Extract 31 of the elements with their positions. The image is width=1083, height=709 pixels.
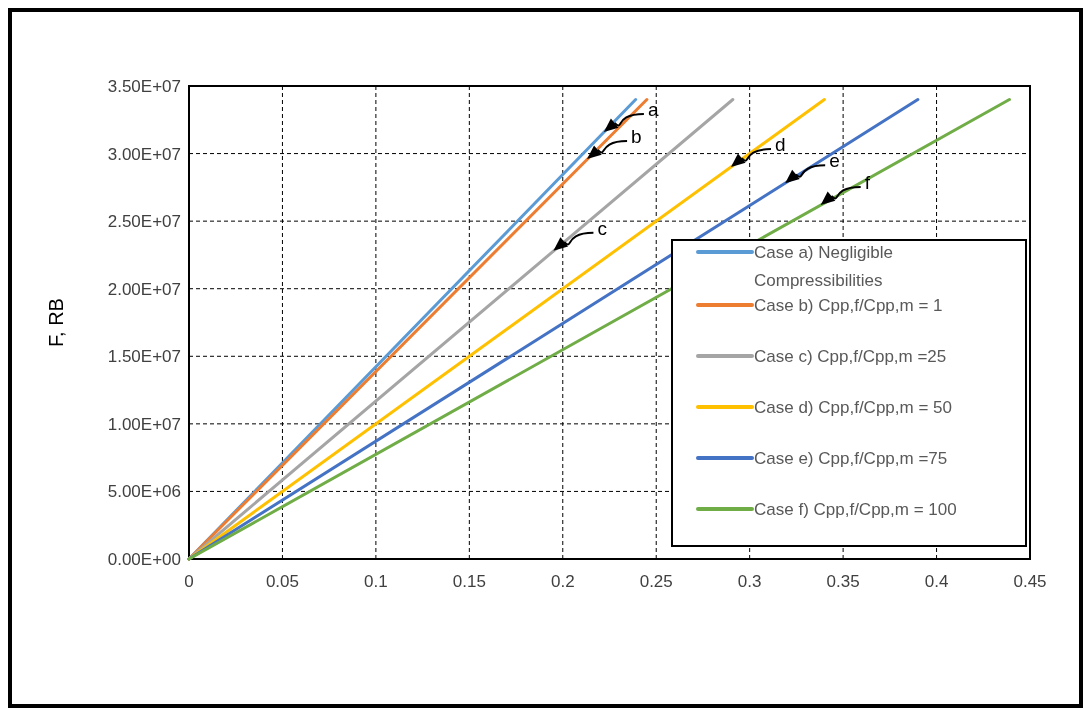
legend-label: Case d) Cpp,f/Cpp,m = 50 bbox=[754, 398, 952, 417]
x-tick-label: 0.1 bbox=[364, 572, 388, 591]
x-tick-label: 0.15 bbox=[452, 572, 486, 591]
x-tick-label: 0.2 bbox=[550, 572, 575, 591]
annotation: b bbox=[631, 125, 642, 147]
y-tick-label: 3.00E+07 bbox=[107, 144, 181, 164]
y-axis-title: F, RB bbox=[45, 298, 67, 347]
x-tick-label: 0.25 bbox=[639, 572, 673, 591]
legend-label: Case f) Cpp,f/Cpp,m = 100 bbox=[754, 500, 957, 519]
y-tick-label: 1.50E+07 bbox=[107, 347, 181, 367]
annotation: f bbox=[864, 171, 871, 193]
annotation: e bbox=[829, 150, 840, 172]
x-tick-label: 0.05 bbox=[265, 572, 299, 591]
x-tick-label: 0 bbox=[184, 572, 194, 591]
y-tick-label: 2.50E+07 bbox=[107, 212, 181, 232]
annotation: a bbox=[647, 98, 659, 120]
annotation: d bbox=[774, 134, 786, 156]
legend-label: Case e) Cpp,f/Cpp,m =75 bbox=[754, 449, 948, 468]
x-tick-label: 0.35 bbox=[826, 572, 860, 591]
y-tick-label: 2.00E+07 bbox=[107, 279, 181, 299]
legend-label: Case a) Negligible Compressibilities bbox=[754, 243, 893, 290]
y-tick-label: 0.00E+00 bbox=[107, 550, 181, 569]
legend-label: Case c) Cpp,f/Cpp,m =25 bbox=[754, 347, 947, 366]
legend-label: Case b) Cpp,f/Cpp,m = 1 bbox=[754, 296, 943, 315]
x-tick-label: 0.45 bbox=[1013, 572, 1047, 591]
x-tick-label: 0.3 bbox=[737, 572, 762, 591]
y-tick-label: 3.50E+07 bbox=[107, 77, 181, 96]
x-tick-label: 0.4 bbox=[924, 572, 949, 591]
y-tick-label: 5.00E+06 bbox=[107, 482, 181, 502]
annotation: c bbox=[597, 217, 607, 239]
y-tick-label: 1.00E+07 bbox=[107, 414, 181, 434]
